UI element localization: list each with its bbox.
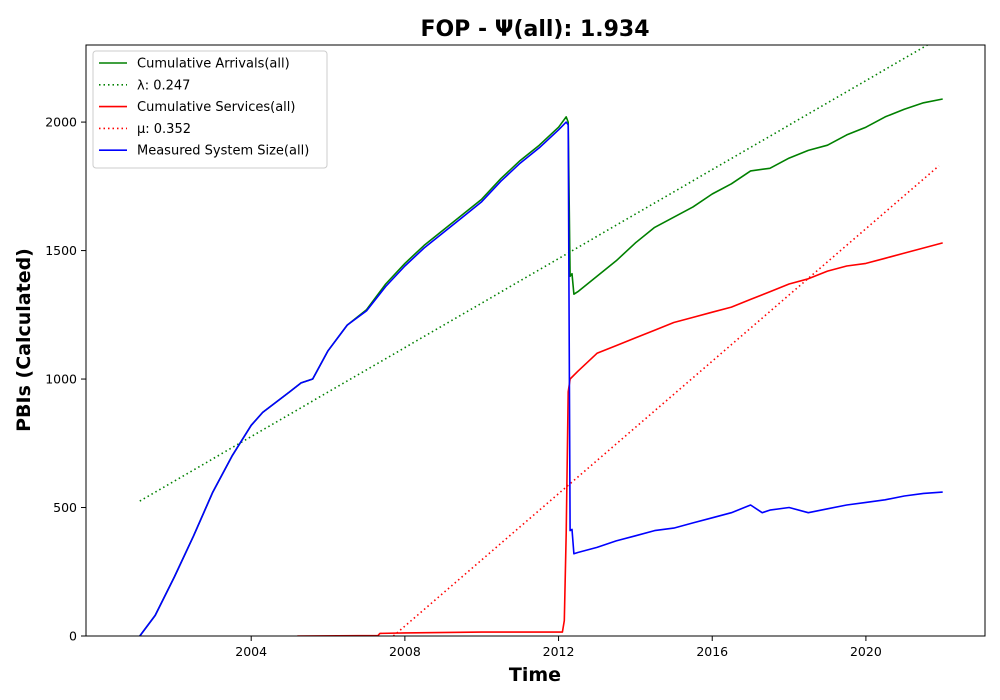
plot-frame bbox=[85, 44, 986, 637]
plot-area bbox=[139, 45, 943, 636]
legend-label-2: Cumulative Services(all) bbox=[137, 100, 295, 115]
x-axis-label: Time bbox=[509, 664, 561, 686]
legend-box bbox=[92, 50, 328, 169]
x-tick-label-3: 2016 bbox=[696, 644, 728, 659]
y-tick-label-2: 1000 bbox=[45, 372, 77, 387]
x-axis: 2004 2008 2012 2016 2020 bbox=[235, 636, 882, 659]
legend: Cumulative Arrivals(all) λ: 0.247 Cumulati… bbox=[92, 50, 328, 169]
legend-label-3: μ: 0.352 bbox=[137, 122, 191, 137]
chart-title: FOP - Ψ(all): 1.934 bbox=[420, 17, 649, 42]
x-tick-label-4: 2020 bbox=[850, 644, 882, 659]
y-axis: 0 500 1000 1500 2000 bbox=[45, 115, 86, 644]
y-tick-label-1: 500 bbox=[53, 500, 77, 515]
series-line-1 bbox=[139, 45, 928, 502]
series-line-3 bbox=[392, 165, 940, 636]
y-tick-label-0: 0 bbox=[69, 629, 77, 644]
x-tick-label-1: 2008 bbox=[389, 644, 421, 659]
legend-label-0: Cumulative Arrivals(all) bbox=[137, 57, 290, 72]
y-tick-label-4: 2000 bbox=[45, 115, 77, 130]
y-tick-label-3: 1500 bbox=[45, 243, 77, 258]
y-axis-label: PBIs (Calculated) bbox=[13, 248, 35, 432]
series-line-2 bbox=[297, 242, 943, 636]
x-tick-label-2: 2012 bbox=[543, 644, 575, 659]
series-line-4 bbox=[139, 121, 943, 636]
legend-label-4: Measured System Size(all) bbox=[137, 144, 309, 159]
x-tick-label-0: 2004 bbox=[235, 644, 267, 659]
legend-label-1: λ: 0.247 bbox=[137, 78, 190, 93]
